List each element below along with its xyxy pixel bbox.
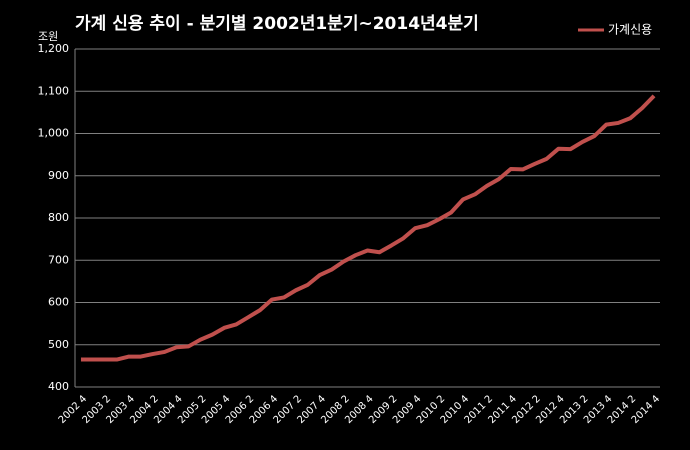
y-tick-label: 800 <box>48 211 69 224</box>
y-axis-unit: 조원 <box>38 30 58 43</box>
y-tick-label: 1,200 <box>38 42 70 55</box>
y-tick-label: 500 <box>48 338 69 351</box>
y-tick-label: 700 <box>48 253 69 266</box>
y-tick-label: 1,000 <box>38 127 70 140</box>
y-tick-label: 900 <box>48 169 69 182</box>
chart-title: 가계 신용 추이 - 분기별 2002년1분기~2014년4분기 <box>75 14 479 34</box>
legend-label: 가계신용 <box>608 23 652 37</box>
y-tick-label: 1,100 <box>38 84 70 97</box>
y-tick-label: 400 <box>48 380 69 393</box>
series-line <box>80 94 656 362</box>
y-tick-label: 600 <box>48 296 69 309</box>
